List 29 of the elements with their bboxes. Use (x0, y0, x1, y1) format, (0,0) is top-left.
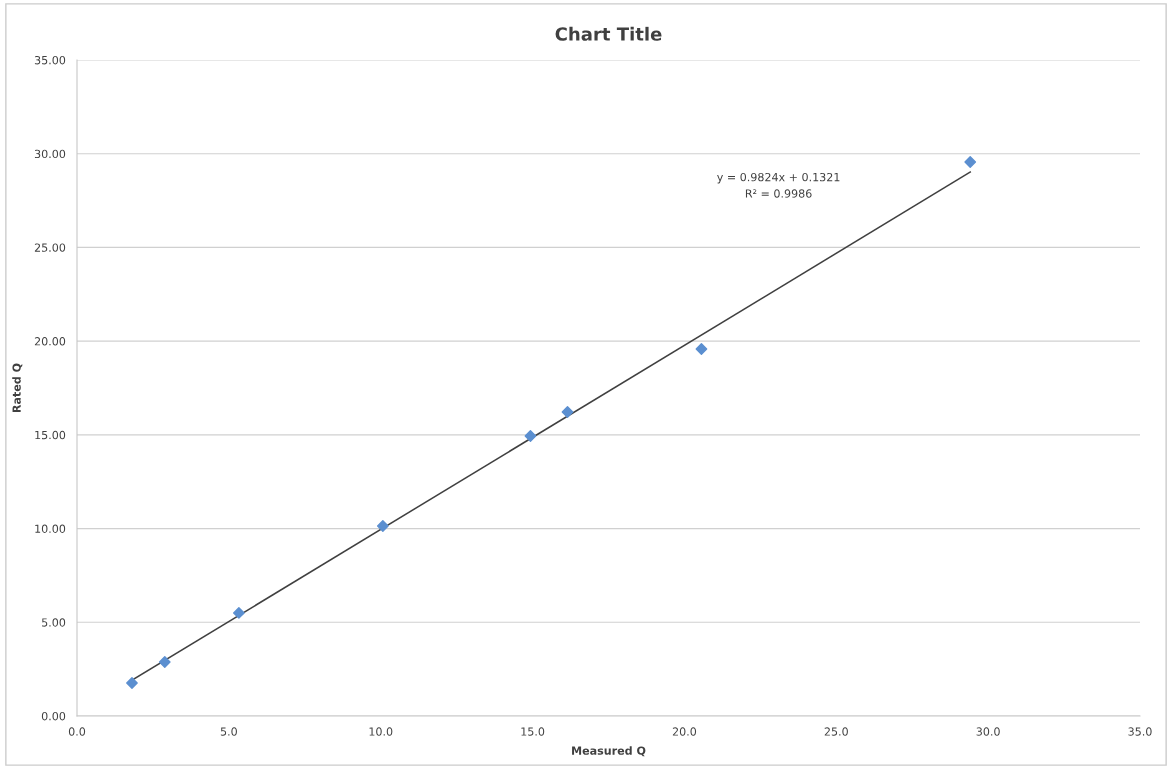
point (376, 520, 389, 532)
y-tick-label: 15.00 (35, 430, 66, 440)
y-tick-label: 0.00 (41, 711, 66, 721)
annotation: y = 0.9824x + 0.1321 (717, 172, 840, 184)
annotation: R² = 0.9986 (745, 189, 812, 198)
x-tick-label: 35.0 (1128, 727, 1152, 736)
x-tick-label: 5.0 (220, 727, 237, 736)
point (695, 343, 708, 355)
x-tick-label: 25.0 (824, 727, 848, 736)
x-tick-label: 30.0 (976, 727, 1000, 736)
point (524, 430, 537, 442)
y-tick-label: 35.00 (34, 55, 66, 65)
point (126, 677, 138, 689)
y-axis-title: Rated Q (12, 363, 23, 413)
y-tick-label: 25.00 (34, 243, 66, 252)
point (964, 156, 977, 168)
y-tick-label: 20.00 (34, 337, 66, 346)
x-tick-label: 15.0 (521, 727, 545, 736)
x-tick-label: 20.0 (672, 727, 697, 736)
point (232, 607, 245, 619)
point (561, 406, 574, 418)
chart-title: Chart Title (555, 26, 662, 41)
y-tick-label: 5.00 (42, 618, 66, 627)
x-axis-title: Measured Q (572, 746, 646, 757)
x-tick-label: 0.0 (68, 727, 86, 736)
y-tick-label: 10.00 (35, 524, 66, 533)
point (158, 656, 171, 668)
x-tick-label: 10.0 (369, 727, 393, 736)
y-tick-label: 30.00 (34, 149, 66, 159)
